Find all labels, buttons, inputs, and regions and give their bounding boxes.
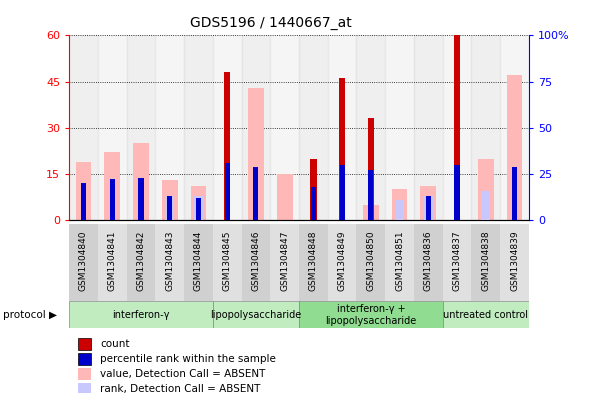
Bar bbox=[191, 186, 206, 220]
Bar bbox=[421, 186, 436, 220]
Bar bbox=[155, 35, 184, 220]
Bar bbox=[69, 301, 213, 328]
Bar bbox=[454, 35, 460, 220]
Bar bbox=[299, 224, 328, 301]
Text: untreated control: untreated control bbox=[444, 310, 528, 320]
Bar bbox=[276, 174, 293, 220]
Bar bbox=[424, 196, 433, 220]
Bar bbox=[270, 224, 299, 301]
Bar bbox=[414, 35, 443, 220]
Bar bbox=[196, 198, 201, 220]
Bar bbox=[443, 224, 471, 301]
Bar bbox=[328, 35, 356, 220]
Bar bbox=[98, 35, 127, 220]
Bar bbox=[242, 35, 270, 220]
Bar bbox=[248, 88, 264, 220]
Text: GSM1304850: GSM1304850 bbox=[367, 230, 376, 291]
Bar bbox=[165, 196, 174, 220]
Bar bbox=[454, 165, 460, 220]
Bar bbox=[471, 35, 500, 220]
Bar bbox=[194, 196, 203, 220]
Bar bbox=[414, 224, 443, 301]
Bar bbox=[133, 143, 149, 220]
Bar bbox=[81, 183, 86, 220]
Text: percentile rank within the sample: percentile rank within the sample bbox=[100, 354, 276, 364]
Bar bbox=[426, 196, 431, 220]
Bar bbox=[98, 224, 127, 301]
Bar bbox=[224, 72, 230, 220]
Bar bbox=[270, 35, 299, 220]
Bar bbox=[311, 187, 316, 220]
Bar bbox=[299, 35, 328, 220]
Bar bbox=[138, 178, 144, 220]
Text: GDS5196 / 1440667_at: GDS5196 / 1440667_at bbox=[189, 16, 352, 30]
Bar bbox=[69, 35, 98, 220]
Bar bbox=[69, 224, 98, 301]
Text: GSM1304841: GSM1304841 bbox=[108, 230, 117, 291]
Bar bbox=[253, 167, 258, 220]
Text: GSM1304838: GSM1304838 bbox=[481, 230, 490, 291]
Bar bbox=[105, 152, 120, 220]
Bar bbox=[500, 35, 529, 220]
Bar bbox=[184, 35, 213, 220]
Bar bbox=[356, 35, 385, 220]
Bar bbox=[225, 163, 230, 220]
Text: GSM1304842: GSM1304842 bbox=[136, 230, 145, 290]
Bar bbox=[76, 162, 91, 220]
Text: count: count bbox=[100, 339, 130, 349]
Text: GSM1304849: GSM1304849 bbox=[338, 230, 347, 291]
Text: GSM1304851: GSM1304851 bbox=[395, 230, 404, 291]
Bar bbox=[392, 189, 407, 220]
Bar bbox=[356, 224, 385, 301]
Bar bbox=[368, 119, 374, 220]
Text: GSM1304846: GSM1304846 bbox=[251, 230, 260, 291]
Text: GSM1304836: GSM1304836 bbox=[424, 230, 433, 291]
Text: GSM1304844: GSM1304844 bbox=[194, 230, 203, 290]
Text: GSM1304845: GSM1304845 bbox=[222, 230, 231, 291]
Bar bbox=[395, 200, 404, 220]
Bar bbox=[478, 158, 493, 220]
Text: GSM1304847: GSM1304847 bbox=[280, 230, 289, 291]
Bar bbox=[512, 167, 517, 220]
Bar bbox=[167, 196, 172, 220]
Bar bbox=[340, 165, 345, 220]
Bar bbox=[127, 224, 155, 301]
Bar bbox=[155, 224, 184, 301]
Bar bbox=[368, 170, 373, 220]
Bar bbox=[385, 224, 414, 301]
Text: GSM1304837: GSM1304837 bbox=[453, 230, 462, 291]
Bar bbox=[242, 224, 270, 301]
Bar bbox=[213, 301, 299, 328]
Bar bbox=[443, 301, 529, 328]
Bar bbox=[213, 224, 242, 301]
Bar bbox=[328, 224, 356, 301]
Bar bbox=[471, 224, 500, 301]
Bar bbox=[507, 75, 522, 220]
Text: protocol ▶: protocol ▶ bbox=[3, 310, 57, 320]
Bar bbox=[385, 35, 414, 220]
Text: GSM1304843: GSM1304843 bbox=[165, 230, 174, 291]
Bar bbox=[481, 191, 490, 220]
Bar bbox=[443, 35, 471, 220]
Bar bbox=[339, 79, 345, 220]
Text: value, Detection Call = ABSENT: value, Detection Call = ABSENT bbox=[100, 369, 266, 379]
Text: lipopolysaccharide: lipopolysaccharide bbox=[210, 310, 302, 320]
Bar bbox=[299, 301, 443, 328]
Bar bbox=[213, 35, 242, 220]
Bar bbox=[310, 158, 317, 220]
Text: interferon-γ +
lipopolysaccharide: interferon-γ + lipopolysaccharide bbox=[325, 304, 416, 325]
Text: GSM1304848: GSM1304848 bbox=[309, 230, 318, 291]
Text: GSM1304839: GSM1304839 bbox=[510, 230, 519, 291]
Bar bbox=[184, 224, 213, 301]
Bar bbox=[363, 205, 379, 220]
Bar bbox=[127, 35, 155, 220]
Bar bbox=[500, 224, 529, 301]
Text: rank, Detection Call = ABSENT: rank, Detection Call = ABSENT bbox=[100, 384, 261, 393]
Text: interferon-γ: interferon-γ bbox=[112, 310, 169, 320]
Text: GSM1304840: GSM1304840 bbox=[79, 230, 88, 291]
Bar bbox=[109, 180, 115, 220]
Bar bbox=[162, 180, 177, 220]
